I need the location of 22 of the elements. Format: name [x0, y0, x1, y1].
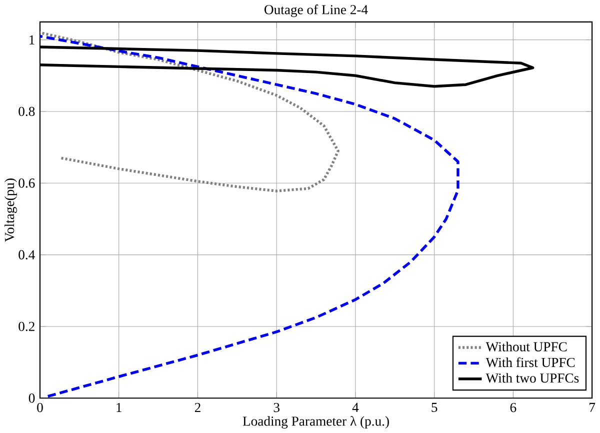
x-tick-label: 6 — [510, 402, 516, 412]
y-tick-label: 0.4 — [18, 250, 35, 260]
x-tick-label: 0 — [37, 402, 43, 412]
line-series — [40, 34, 460, 398]
x-axis-title: Loading Parameter λ (p.u.) — [242, 416, 389, 429]
x-tick-label: 2 — [194, 402, 200, 412]
y-tick-label: 0.2 — [18, 322, 34, 332]
x-tick-label: 1 — [116, 402, 122, 412]
x-tick-label: 7 — [590, 402, 596, 412]
line-series — [40, 31, 340, 192]
legend-label: With first UPFC — [486, 357, 575, 368]
chart-title: Outage of Line 2-4 — [264, 4, 368, 18]
x-tick-label: 5 — [432, 402, 438, 412]
y-axis-title: Voltage(pu) — [4, 178, 17, 242]
x-tick-label: 4 — [352, 402, 359, 412]
legend-label: Without UPFC — [486, 342, 567, 352]
y-tick-label: 1 — [30, 35, 34, 44]
x-tick-label: 3 — [274, 402, 280, 412]
y-tick-label: 0.6 — [18, 178, 35, 188]
y-tick-label: 0 — [28, 393, 35, 403]
y-tick-label: 0.8 — [18, 106, 35, 116]
legend-label: With two UPFCs — [486, 373, 579, 383]
